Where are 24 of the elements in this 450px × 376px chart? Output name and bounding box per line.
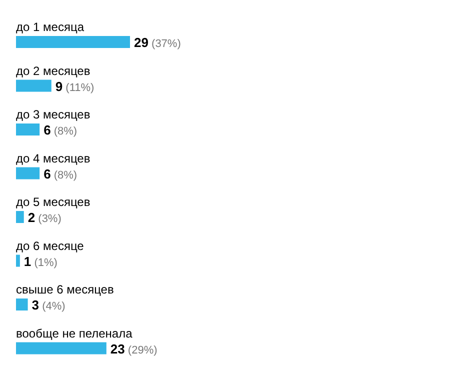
data-label: 1 (1%) xyxy=(24,254,58,269)
y-tick-label: до 3 месяцев xyxy=(16,108,90,122)
y-tick-label: до 6 месяце xyxy=(16,238,84,253)
data-label: 6 (8%) xyxy=(44,122,78,138)
data-label: 9 (11%) xyxy=(55,78,94,94)
bar xyxy=(16,254,20,267)
bar xyxy=(16,298,28,310)
y-tick-label: свыше 6 месяцев xyxy=(16,282,114,296)
y-tick-label: до 4 месяцев xyxy=(16,151,90,166)
bar xyxy=(16,342,106,354)
data-label: 29 (37%) xyxy=(134,35,181,50)
y-tick-label: до 2 месяцев xyxy=(16,64,90,78)
bar xyxy=(16,80,52,92)
data-label: 23 (29%) xyxy=(110,341,158,356)
y-tick-label: до 5 месяцев xyxy=(16,195,90,209)
data-label: 2 (3%) xyxy=(28,210,62,225)
bar xyxy=(16,167,40,180)
bar xyxy=(16,211,24,223)
y-tick-label: вообще не пеленала xyxy=(16,326,133,340)
bar xyxy=(16,36,130,48)
data-label: 6 (8%) xyxy=(44,166,78,182)
data-label: 3 (4%) xyxy=(32,298,66,312)
bar xyxy=(16,124,40,136)
y-tick-label: до 1 месяца xyxy=(16,20,84,34)
